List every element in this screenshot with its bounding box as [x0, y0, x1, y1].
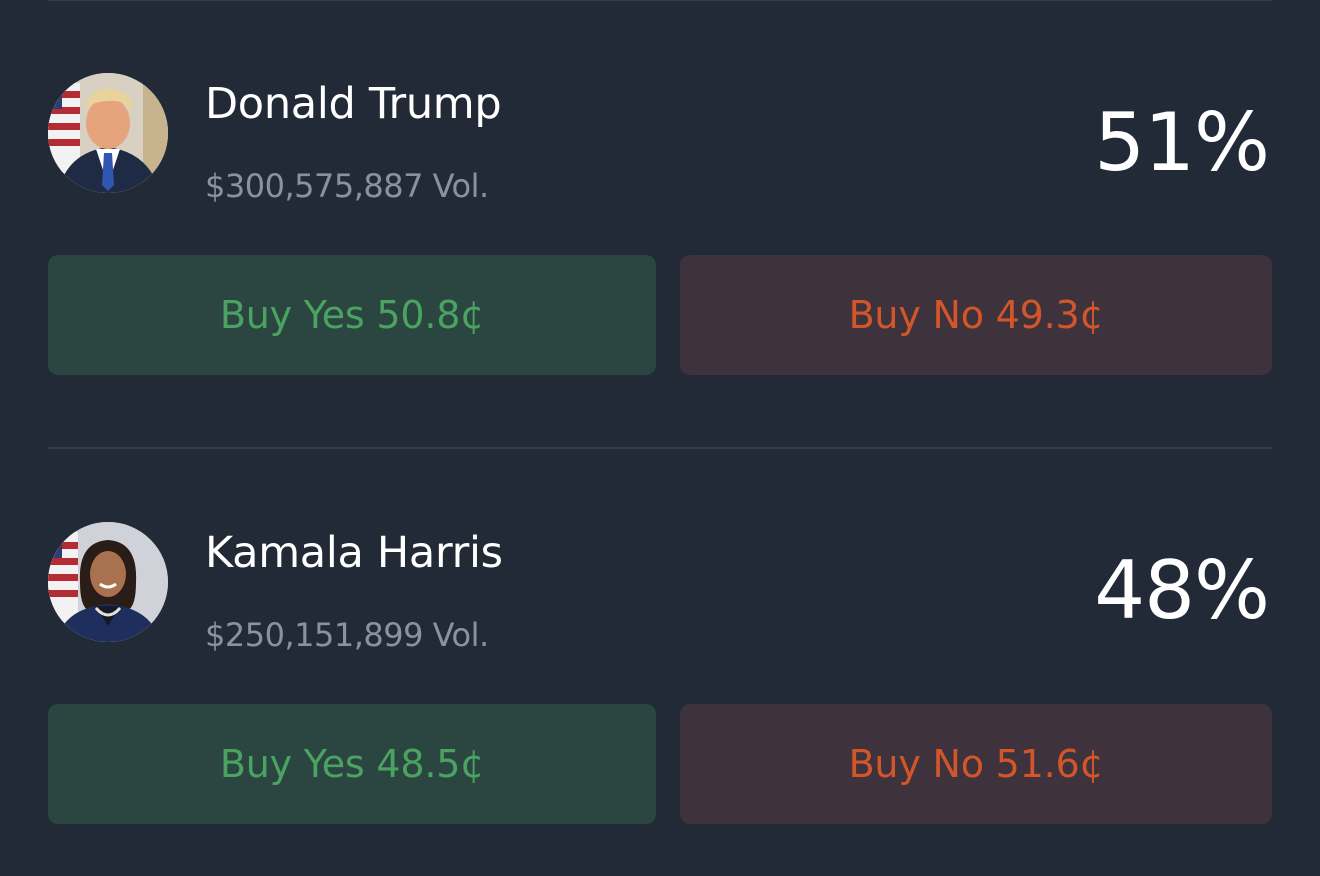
portrait-icon	[48, 522, 168, 642]
divider-top	[48, 0, 1272, 1]
trump-avatar	[48, 73, 168, 193]
harris-avatar	[48, 522, 168, 642]
buy-no-button[interactable]: Buy No 51.6¢	[680, 704, 1272, 824]
candidate-volume: $300,575,887 Vol.	[205, 167, 489, 205]
candidate-name: Donald Trump	[205, 79, 502, 129]
buy-no-button[interactable]: Buy No 49.3¢	[680, 255, 1272, 375]
candidate-probability: 51%	[1094, 96, 1270, 189]
portrait-icon	[48, 73, 168, 193]
buy-yes-button[interactable]: Buy Yes 48.5¢	[48, 704, 656, 824]
candidate-probability: 48%	[1094, 544, 1270, 637]
buy-yes-button[interactable]: Buy Yes 50.8¢	[48, 255, 656, 375]
divider-middle	[48, 447, 1272, 449]
candidate-volume: $250,151,899 Vol.	[205, 616, 489, 654]
candidate-name: Kamala Harris	[205, 528, 503, 578]
